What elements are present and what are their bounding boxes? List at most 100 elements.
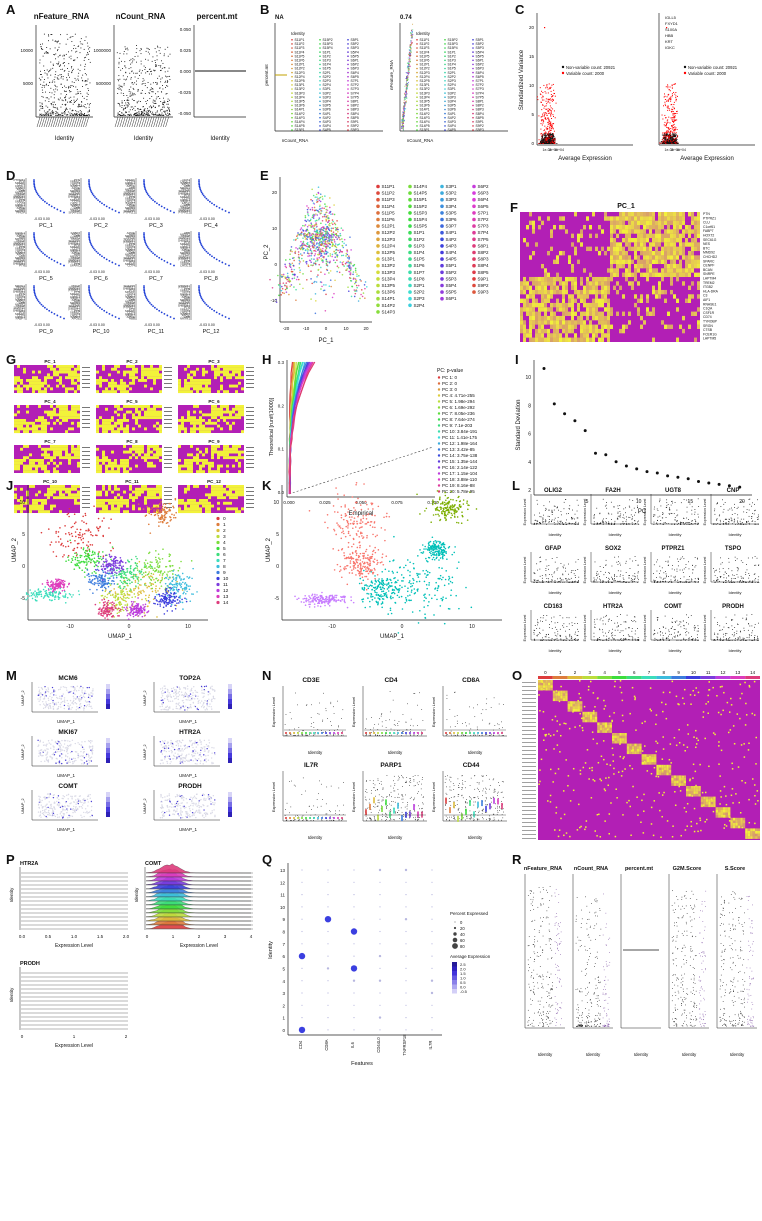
loading-point	[94, 196, 96, 198]
qc-point	[52, 63, 54, 65]
qc-point	[159, 114, 161, 116]
gene-label: APOE	[72, 204, 80, 208]
variable-gene	[541, 97, 543, 99]
gene-label: CD74	[72, 181, 80, 185]
legend-dot	[444, 67, 446, 70]
gene-label: CHI3L1	[180, 264, 191, 268]
cell-point	[338, 235, 340, 237]
cell-point	[349, 273, 352, 276]
variable-gene	[551, 100, 553, 102]
gene-label: NRXN1	[70, 236, 81, 240]
cell-point	[405, 101, 407, 103]
qc-point	[125, 114, 127, 116]
identity-tick	[141, 116, 145, 128]
legend-dot	[440, 191, 444, 195]
cell-point	[410, 44, 412, 46]
cell-point	[293, 273, 295, 276]
heatmap-cell	[661, 237, 664, 243]
gene-label: CD74	[127, 245, 135, 249]
legend-item: S11P4	[382, 204, 396, 209]
cell-point	[333, 239, 336, 241]
loading-point	[147, 300, 150, 303]
loading-point	[156, 202, 158, 205]
variable-gene	[540, 133, 542, 135]
nonvariable-gene	[544, 137, 546, 139]
loading-point	[204, 196, 206, 198]
legend-dot	[416, 121, 418, 123]
variable-gene	[676, 112, 678, 114]
nonvariable-gene	[665, 139, 667, 141]
qc-point	[139, 69, 141, 71]
nonvariable-gene	[549, 138, 551, 140]
heatmap-cell	[643, 216, 646, 221]
qc-point	[127, 101, 129, 103]
variable-gene	[546, 140, 548, 142]
variable-gene	[663, 93, 665, 95]
variable-gene	[670, 104, 672, 106]
legend-dot	[440, 230, 444, 235]
loading-point	[198, 185, 201, 188]
cell-point	[315, 281, 318, 283]
qc-point	[146, 103, 147, 105]
legend-item: S14P3	[382, 309, 396, 314]
gene-label: PTN	[74, 262, 80, 266]
x-tick-label: -0.03 0.00	[199, 270, 215, 274]
heatmap-cell	[625, 212, 628, 217]
legend-dot	[291, 55, 293, 57]
variable-gene	[545, 138, 547, 140]
qc-plot-title: nCount_RNA	[116, 12, 166, 21]
nonvariable-gene	[664, 133, 666, 135]
cell-point	[310, 250, 313, 252]
variable-gene	[671, 94, 673, 96]
cell-point	[402, 111, 404, 113]
cell-point	[343, 238, 346, 241]
loading-point	[201, 193, 204, 195]
cell-point	[323, 236, 326, 238]
cell-point	[285, 266, 288, 269]
loading-point	[33, 183, 36, 186]
heatmap-cell	[676, 220, 679, 226]
legend-dot	[472, 104, 474, 107]
cell-point	[325, 211, 327, 214]
qc-point	[48, 35, 50, 37]
nonvariable-gene	[672, 135, 674, 137]
heatmap-cell	[649, 233, 652, 239]
cell-point	[411, 29, 413, 31]
qc-point	[133, 88, 135, 90]
legend-item: S14P3	[420, 116, 430, 120]
cell-point	[325, 293, 327, 296]
qc-point	[151, 113, 153, 115]
loading-point	[163, 313, 166, 315]
qc-point	[122, 68, 123, 70]
qc-point	[169, 114, 171, 116]
qc-point	[87, 114, 89, 116]
legend-dot	[291, 47, 293, 49]
qc-point	[147, 114, 149, 116]
nonvariable-gene	[677, 142, 679, 144]
qc-point	[84, 65, 86, 67]
qc-point	[127, 105, 129, 107]
heatmap-cell	[532, 229, 535, 234]
cell-point	[364, 297, 366, 300]
qc-point	[122, 75, 124, 77]
qc-point	[163, 67, 165, 69]
qc-point	[151, 73, 152, 75]
gene-label: FABP7	[126, 248, 136, 252]
loading-point	[94, 302, 96, 304]
qc-plot-title: nFeature_RNA	[34, 12, 90, 21]
loading-point	[108, 260, 111, 262]
qc-point	[81, 113, 83, 115]
variable-gene	[665, 142, 667, 144]
qc-point	[72, 68, 74, 70]
cell-point	[348, 255, 350, 257]
legend-dot	[376, 296, 380, 301]
heatmap-cell	[523, 237, 526, 243]
loading-point	[149, 249, 151, 251]
cell-point	[298, 247, 301, 249]
gene-label: IGLL5	[665, 15, 677, 20]
gene-label: FABP7	[16, 204, 26, 208]
gene-label: CD74	[17, 248, 25, 252]
heatmap-cell	[637, 216, 640, 221]
variable-gene	[547, 112, 549, 114]
loading-point	[221, 314, 224, 317]
